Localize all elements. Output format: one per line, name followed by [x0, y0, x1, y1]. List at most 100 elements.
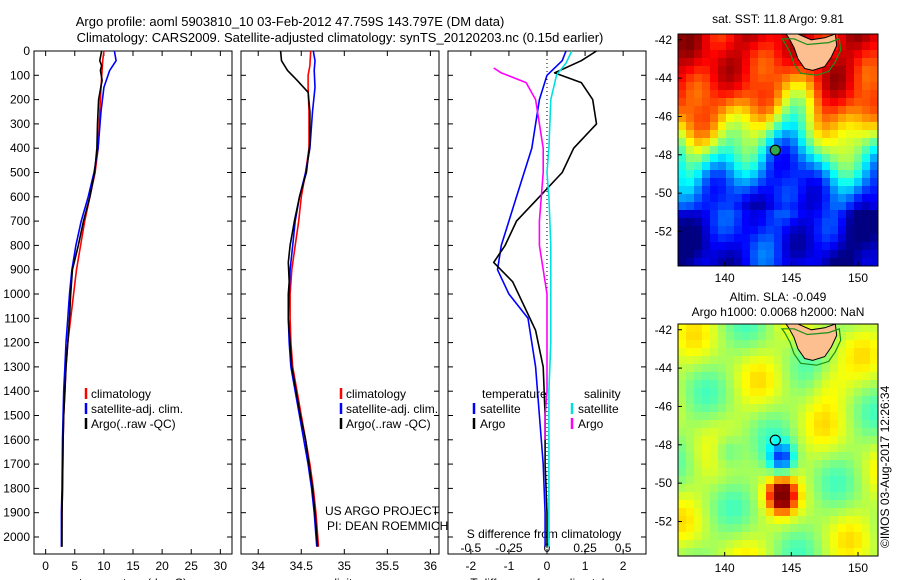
map-cell	[814, 162, 822, 170]
map-cell	[686, 492, 694, 500]
map-cell	[694, 66, 702, 74]
map-cell	[694, 178, 702, 186]
map-cell	[750, 524, 758, 532]
map-cell	[678, 138, 686, 146]
map-cell	[854, 106, 862, 114]
map-cell	[806, 258, 814, 266]
map-cell	[846, 34, 854, 42]
map-cell	[774, 540, 782, 548]
map-cell	[822, 258, 830, 266]
map-cell	[854, 194, 862, 202]
map-cell	[862, 50, 870, 58]
map-cell	[814, 380, 822, 388]
map-cell	[830, 258, 838, 266]
map-cell	[734, 242, 742, 250]
map-cell	[790, 340, 798, 348]
map-cell	[702, 364, 710, 372]
map-cell	[686, 412, 694, 420]
map-cell	[726, 500, 734, 508]
y-tick-label: 200	[10, 93, 30, 107]
map-cell	[718, 444, 726, 452]
map-cell	[854, 210, 862, 218]
map-cell	[718, 380, 726, 388]
map-cell	[814, 82, 822, 90]
map-cell	[750, 324, 758, 332]
map-cell	[854, 146, 862, 154]
map-cell	[742, 122, 750, 130]
map-cell	[846, 114, 854, 122]
top-axis-tick-label: -0.5	[461, 541, 482, 555]
map-cell	[758, 66, 766, 74]
map-cell	[822, 186, 830, 194]
map-cell	[782, 540, 790, 548]
map-cell	[838, 540, 846, 548]
map-cell	[678, 340, 686, 348]
map-cell	[702, 404, 710, 412]
map-cell	[774, 202, 782, 210]
map-cell	[686, 122, 694, 130]
map-cell	[846, 484, 854, 492]
map-cell	[798, 532, 806, 540]
map-cell	[854, 452, 862, 460]
map-cell	[678, 154, 686, 162]
map-cell	[710, 170, 718, 178]
map-cell	[798, 460, 806, 468]
map-cell	[838, 58, 846, 66]
map-cell	[814, 122, 822, 130]
map-cell	[822, 412, 830, 420]
map-cell	[830, 146, 838, 154]
map-cell	[702, 508, 710, 516]
x-tick-label: 0	[42, 559, 49, 573]
map-cell	[742, 356, 750, 364]
map-cell	[702, 146, 710, 154]
map-cell	[702, 226, 710, 234]
map-cell	[766, 82, 774, 90]
map-cell	[686, 516, 694, 524]
map-cell	[694, 420, 702, 428]
map-cell	[846, 324, 854, 332]
series-line-temperature-satellite	[496, 50, 567, 547]
map-cell	[854, 178, 862, 186]
map-cell	[766, 226, 774, 234]
map-cell	[862, 444, 870, 452]
map-cell	[766, 348, 774, 356]
map-cell	[726, 74, 734, 82]
map-cell	[750, 508, 758, 516]
map-cell	[846, 74, 854, 82]
map-cell	[854, 524, 862, 532]
map-cell	[678, 492, 686, 500]
map-cell	[798, 516, 806, 524]
map-cell	[870, 186, 878, 194]
map-cell	[734, 340, 742, 348]
map-cell	[678, 34, 686, 42]
map-cell	[854, 476, 862, 484]
map-cell	[726, 138, 734, 146]
map-cell	[726, 476, 734, 484]
map-cell	[750, 170, 758, 178]
map-cell	[766, 460, 774, 468]
map-cell	[838, 452, 846, 460]
map-cell	[782, 492, 790, 500]
map-cell	[742, 258, 750, 266]
map-cell	[790, 178, 798, 186]
map-cell	[710, 476, 718, 484]
map-cell	[734, 348, 742, 356]
map-cell	[830, 436, 838, 444]
sla-map-title-line1: Altim. SLA: -0.049	[730, 290, 827, 304]
map-cell	[750, 138, 758, 146]
y-tick-label: -52	[655, 514, 673, 528]
map-cell	[742, 242, 750, 250]
map-cell	[742, 226, 750, 234]
map-cell	[862, 364, 870, 372]
map-cell	[766, 540, 774, 548]
x-tick-label: 140	[715, 271, 735, 285]
map-cell	[814, 130, 822, 138]
map-cell	[678, 202, 686, 210]
map-cell	[806, 170, 814, 178]
map-cell	[790, 194, 798, 202]
map-cell	[686, 234, 694, 242]
map-cell	[846, 250, 854, 258]
map-cell	[742, 428, 750, 436]
map-cell	[806, 404, 814, 412]
map-cell	[774, 122, 782, 130]
